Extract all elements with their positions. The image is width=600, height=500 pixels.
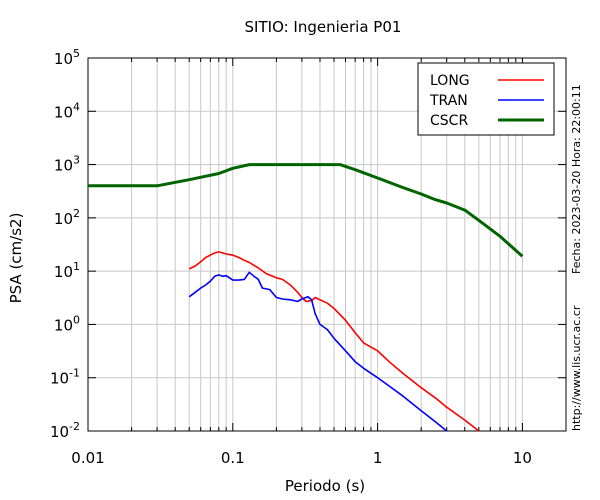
y-tick-label: 103 bbox=[54, 154, 80, 175]
y-tick-label: 10-1 bbox=[50, 367, 80, 388]
legend-box bbox=[417, 62, 555, 136]
x-tick-label: 0.1 bbox=[221, 449, 245, 467]
legend: LONG TRAN CSCR bbox=[417, 62, 555, 136]
series-line-long bbox=[188, 251, 480, 432]
y-tick-label: 10-2 bbox=[50, 420, 80, 441]
y-tick-label: 105 bbox=[54, 47, 80, 68]
series-lines bbox=[88, 163, 524, 432]
legend-label-cscr: CSCR bbox=[430, 113, 468, 129]
x-axis-label: Periodo (s) bbox=[285, 477, 365, 495]
fecha-note: Fecha: 2023-03-20 Hora: 22:00:11 bbox=[570, 84, 583, 274]
legend-label-long: LONG bbox=[430, 73, 470, 89]
x-tick-label: 0.01 bbox=[71, 449, 104, 467]
axes-ticks bbox=[88, 57, 567, 432]
x-tick-label: 10 bbox=[513, 449, 532, 467]
x-tick-labels: 0.01 0.1 1 10 bbox=[71, 449, 532, 467]
y-tick-label: 104 bbox=[54, 100, 80, 121]
series-line-tran bbox=[188, 271, 448, 432]
url-note: http://www.lis.ucr.ac.cr bbox=[570, 305, 583, 431]
x-tick-label: 1 bbox=[373, 449, 383, 467]
plot-frame bbox=[87, 57, 567, 432]
y-tick-labels: 10-2 10-1 100 101 102 103 104 105 bbox=[50, 47, 80, 441]
y-tick-label: 100 bbox=[54, 313, 80, 334]
chart-title: SITIO: Ingenieria P01 bbox=[245, 18, 402, 36]
y-tick-label: 102 bbox=[54, 207, 80, 228]
y-axis-label: PSA (cm/s2) bbox=[7, 213, 25, 304]
series-line-cscr bbox=[88, 163, 524, 258]
legend-label-tran: TRAN bbox=[429, 93, 468, 109]
y-tick-label: 101 bbox=[54, 260, 80, 281]
